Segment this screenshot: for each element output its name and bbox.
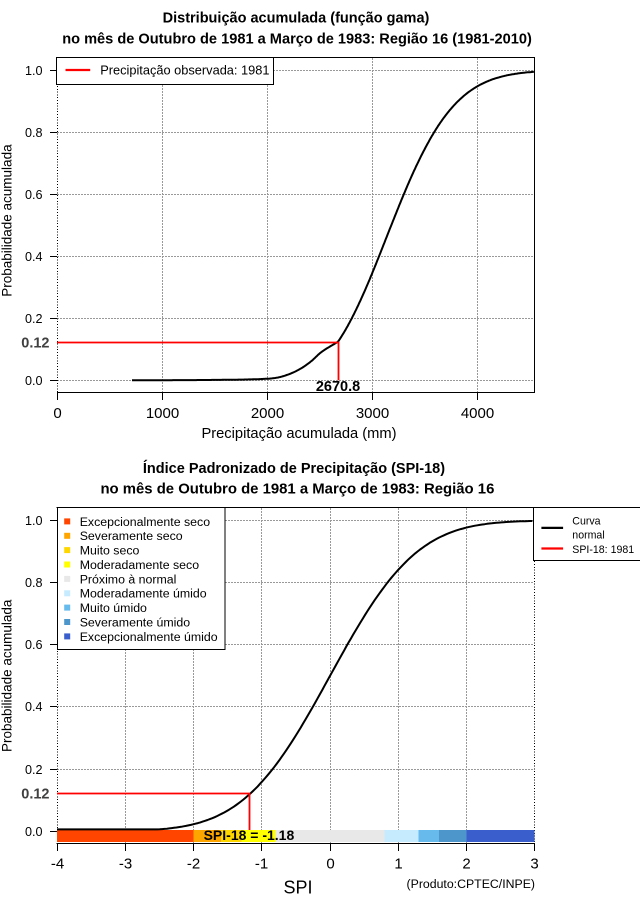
svg-text:Excepcionalmente úmido: Excepcionalmente úmido — [80, 630, 218, 644]
svg-text:0.0: 0.0 — [25, 374, 43, 388]
svg-text:0.2: 0.2 — [25, 312, 43, 326]
svg-text:3000: 3000 — [356, 405, 389, 422]
svg-text:0: 0 — [326, 856, 334, 873]
svg-text:Severamente seco: Severamente seco — [80, 529, 183, 543]
svg-text:3: 3 — [530, 856, 538, 873]
svg-text:SPI-18 = -1.18: SPI-18 = -1.18 — [204, 827, 295, 843]
svg-text:4000: 4000 — [461, 405, 494, 422]
svg-text:0.12: 0.12 — [21, 335, 49, 351]
svg-text:-4: -4 — [51, 856, 64, 873]
svg-text:0.4: 0.4 — [25, 700, 43, 714]
svg-text:0.8: 0.8 — [25, 126, 43, 140]
svg-text:2670.8: 2670.8 — [316, 379, 360, 395]
svg-text:0.4: 0.4 — [25, 250, 43, 264]
svg-text:0.6: 0.6 — [25, 638, 43, 652]
svg-text:SPI-18: 1981: SPI-18: 1981 — [572, 544, 634, 556]
svg-text:Precipitação acumulada (mm): Precipitação acumulada (mm) — [201, 426, 396, 442]
svg-text:1.0: 1.0 — [25, 514, 43, 528]
svg-text:(Produto:CPTEC/INPE): (Produto:CPTEC/INPE) — [407, 877, 535, 891]
svg-text:0.6: 0.6 — [25, 188, 43, 202]
svg-text:Severamente úmido: Severamente úmido — [80, 615, 191, 629]
svg-text:Índice Padronizado de Precipit: Índice Padronizado de Precipitação (SPI-… — [143, 460, 445, 477]
svg-text:Moderadamente seco: Moderadamente seco — [80, 558, 200, 572]
svg-text:2: 2 — [462, 856, 470, 873]
svg-text:Probabilidade acumulada: Probabilidade acumulada — [0, 599, 15, 752]
svg-text:0.0: 0.0 — [25, 825, 43, 839]
svg-text:-1: -1 — [255, 856, 268, 873]
svg-text:0.2: 0.2 — [25, 763, 43, 777]
svg-text:Excepcionalmente seco: Excepcionalmente seco — [80, 515, 211, 529]
svg-text:0.8: 0.8 — [25, 576, 43, 590]
svg-text:2000: 2000 — [251, 405, 284, 422]
svg-text:Probabilidade acumulada: Probabilidade acumulada — [0, 144, 15, 297]
svg-text:normal: normal — [572, 530, 604, 542]
svg-text:no mês de Outubro de 1981 a Ma: no mês de Outubro de 1981 a Março de 198… — [100, 482, 494, 498]
svg-text:Próximo à normal: Próximo à normal — [80, 572, 177, 586]
svg-text:1: 1 — [394, 856, 402, 873]
svg-text:Curva: Curva — [572, 515, 600, 527]
svg-text:no mês de Outubro de 1981 a Ma: no mês de Outubro de 1981 a Março de 198… — [62, 32, 532, 48]
svg-text:-3: -3 — [119, 856, 132, 873]
svg-text:1000: 1000 — [146, 405, 179, 422]
svg-text:1.0: 1.0 — [25, 64, 43, 78]
svg-text:-2: -2 — [187, 856, 200, 873]
svg-text:0.12: 0.12 — [21, 786, 49, 802]
svg-text:0: 0 — [53, 405, 61, 422]
svg-text:Muito seco: Muito seco — [80, 544, 140, 558]
svg-text:Moderadamente úmido: Moderadamente úmido — [80, 587, 207, 601]
svg-text:Distribuição acumulada (função: Distribuição acumulada (função gama) — [163, 11, 430, 27]
svg-text:Muito úmido: Muito úmido — [80, 601, 147, 615]
svg-text:SPI: SPI — [283, 878, 312, 898]
svg-text:Precipitação observada: 1981: Precipitação observada: 1981 — [100, 62, 269, 77]
